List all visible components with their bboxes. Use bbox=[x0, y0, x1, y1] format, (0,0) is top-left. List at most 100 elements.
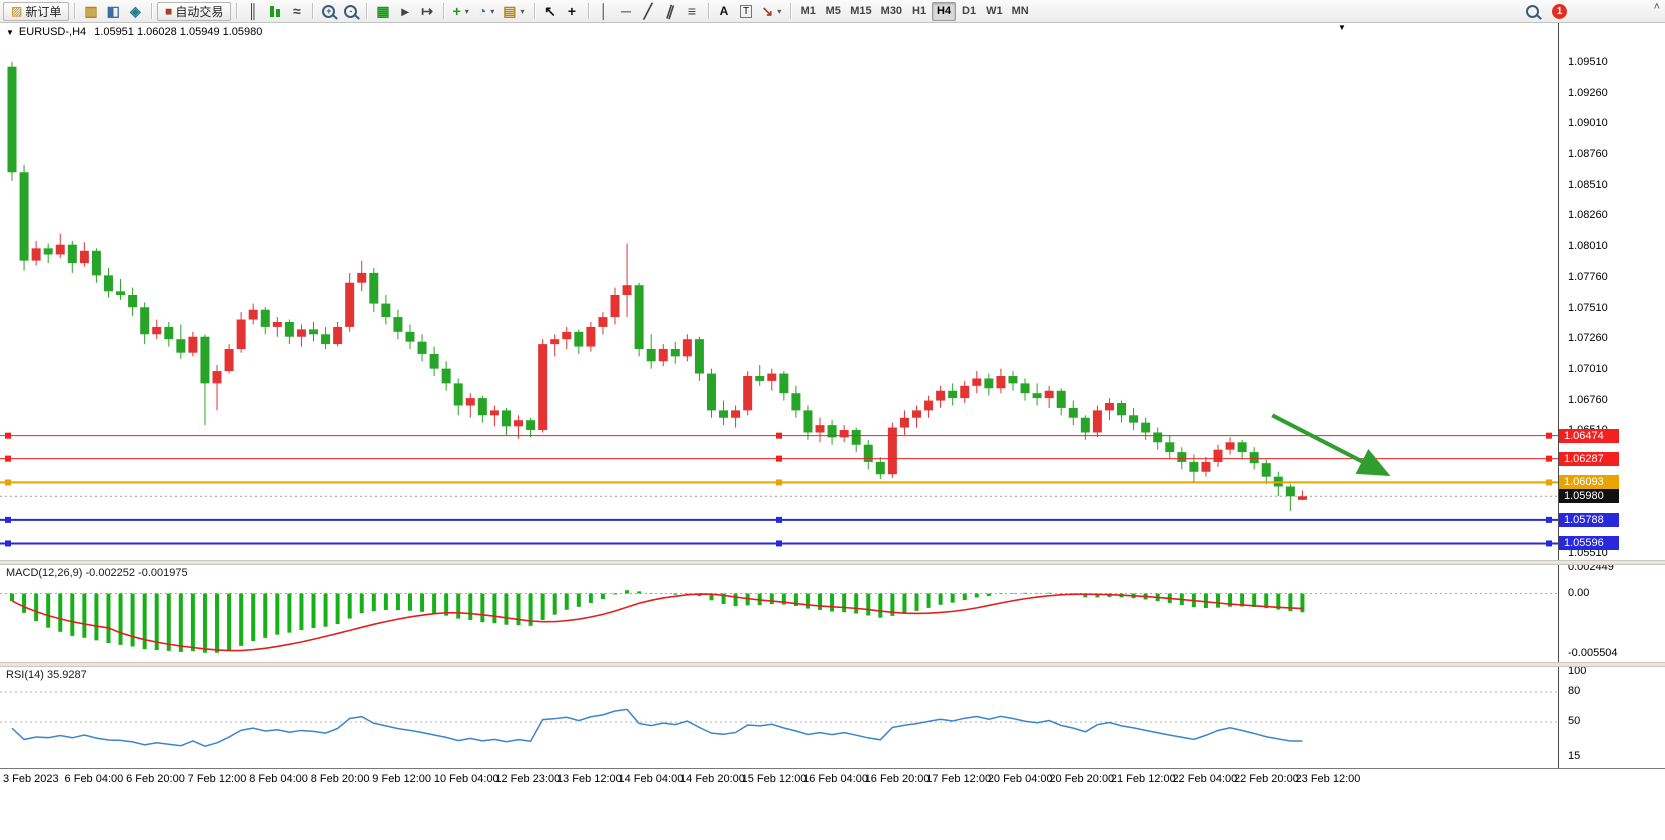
candle-body bbox=[489, 410, 499, 416]
time-axis-label: 22 Feb 20:00 bbox=[1234, 773, 1299, 785]
candle-body bbox=[393, 317, 403, 332]
candle-body bbox=[863, 444, 873, 462]
rsi-panel[interactable]: RSI(14) 35.9287 bbox=[0, 667, 1558, 768]
trendline-button[interactable]: ╱ bbox=[638, 2, 659, 21]
data-window-button[interactable]: ◧ bbox=[103, 2, 124, 21]
line-handle[interactable] bbox=[1546, 455, 1552, 462]
candle-body bbox=[1261, 463, 1271, 477]
line-handle[interactable] bbox=[776, 540, 782, 547]
dropdown-caret-icon: ▾ bbox=[777, 6, 782, 16]
panel-splitter[interactable] bbox=[0, 662, 1665, 667]
label-button[interactable]: T bbox=[736, 2, 757, 21]
chart-scroll-marker[interactable]: ▼ bbox=[1338, 23, 1346, 32]
panel-splitter[interactable] bbox=[0, 560, 1665, 565]
candle-body bbox=[875, 461, 885, 475]
templates-button[interactable]: ▤ ▾ bbox=[499, 2, 528, 21]
time-axis-label: 8 Feb 04:00 bbox=[249, 773, 308, 785]
auto-scroll-icon: ↦ bbox=[421, 3, 433, 19]
timeframe-button-M5[interactable]: M5 bbox=[821, 2, 845, 21]
line-handle[interactable] bbox=[1546, 432, 1552, 439]
axis-label: -0.005504 bbox=[1568, 647, 1618, 659]
chart-window: ▼ EURUSD-,H4 1.05951 1.06028 1.05949 1.059… bbox=[0, 22, 1665, 840]
time-axis-label: 13 Feb 12:00 bbox=[556, 773, 622, 785]
auto-scroll-button[interactable]: ↦ bbox=[417, 2, 438, 21]
timeframe-button-H4[interactable]: H4 bbox=[932, 1, 957, 21]
collapse-toolbar-icon[interactable]: ˄ bbox=[1653, 1, 1660, 13]
candle-body bbox=[1201, 461, 1211, 472]
cursor-button[interactable]: ↖ bbox=[540, 2, 561, 21]
line-handle[interactable] bbox=[5, 432, 11, 439]
rsi-chart[interactable] bbox=[0, 667, 1558, 768]
arrows-button[interactable]: ↘ ▾ bbox=[758, 2, 786, 21]
toolbar-separator bbox=[442, 3, 444, 19]
candle-body bbox=[1056, 390, 1066, 408]
line-handle[interactable] bbox=[776, 479, 782, 486]
periods-button[interactable]: ◔ ▾ bbox=[474, 2, 498, 21]
candle-body bbox=[646, 349, 656, 362]
chart-bars-button[interactable]: ║ bbox=[242, 2, 263, 21]
main-chart-panel[interactable]: ▼ EURUSD-,H4 1.05951 1.06028 1.05949 1.059… bbox=[0, 22, 1558, 560]
line-handle[interactable] bbox=[1546, 540, 1552, 547]
navigator-button[interactable]: ◈ bbox=[125, 2, 146, 21]
indicators-button[interactable]: + ▾ bbox=[449, 2, 473, 21]
candle-body bbox=[1177, 452, 1187, 462]
timeframe-button-M15[interactable]: M15 bbox=[846, 2, 875, 21]
rsi-label: RSI(14) 35.9287 bbox=[6, 669, 87, 681]
timeframe-button-D1[interactable]: D1 bbox=[957, 2, 981, 21]
macd-chart[interactable] bbox=[0, 565, 1558, 662]
zoom-in-button[interactable]: + bbox=[318, 2, 339, 21]
axis-label: 1.06760 bbox=[1568, 393, 1608, 406]
macd-values: -0.002252 -0.001975 bbox=[85, 567, 188, 579]
new-order-button[interactable]: ▨ 新订单 bbox=[3, 1, 70, 21]
line-handle[interactable] bbox=[1546, 516, 1552, 523]
one-click-trading-toggle[interactable]: ▼ bbox=[6, 28, 14, 37]
timeframe-button-W1[interactable]: W1 bbox=[982, 2, 1007, 21]
navigator-icon: ◈ bbox=[129, 3, 141, 19]
chart-shift-button[interactable]: ▸ bbox=[395, 2, 416, 21]
line-handle[interactable] bbox=[776, 432, 782, 439]
timeframe-button-MN[interactable]: MN bbox=[1008, 2, 1033, 21]
zoom-out-button[interactable]: - bbox=[340, 2, 361, 21]
timeframe-button-H1[interactable]: H1 bbox=[907, 2, 931, 21]
tile-windows-icon: ▦ bbox=[376, 3, 390, 19]
axis-label: 1.09010 bbox=[1568, 117, 1608, 130]
fibonacci-button[interactable]: ≡ bbox=[682, 2, 703, 21]
vertical-line-button[interactable]: │ bbox=[594, 2, 615, 21]
candle-body bbox=[321, 334, 331, 345]
candle-body bbox=[682, 339, 692, 357]
line-handle[interactable] bbox=[5, 479, 11, 486]
timeframe-button-M30[interactable]: M30 bbox=[877, 2, 906, 21]
chart-candles-button[interactable] bbox=[264, 2, 285, 21]
horizontal-line-button[interactable]: ─ bbox=[616, 2, 637, 21]
tile-windows-button[interactable]: ▦ bbox=[372, 2, 393, 21]
search-button[interactable] bbox=[1522, 2, 1543, 21]
crosshair-button[interactable]: + bbox=[562, 2, 583, 21]
text-button[interactable]: A bbox=[714, 2, 735, 21]
candle-body bbox=[43, 248, 53, 255]
candlestick-chart[interactable] bbox=[0, 22, 1558, 560]
market-watch-button[interactable]: ▥ bbox=[80, 2, 101, 21]
candle-body bbox=[357, 272, 367, 283]
text-tool-icon: A bbox=[719, 4, 729, 18]
line-handle[interactable] bbox=[776, 516, 782, 523]
channel-button[interactable]: ∥ bbox=[660, 2, 681, 21]
candle-body bbox=[719, 410, 729, 418]
axis-label: 100 bbox=[1568, 665, 1587, 677]
axis-label: 50 bbox=[1568, 715, 1581, 727]
axis-label: 1.08760 bbox=[1568, 148, 1608, 161]
candle-body bbox=[1237, 442, 1247, 453]
notification-badge[interactable]: 1 bbox=[1552, 4, 1567, 19]
chart-line-button[interactable]: ≈ bbox=[286, 2, 307, 21]
timeframe-button-M1[interactable]: M1 bbox=[796, 2, 820, 21]
line-handle[interactable] bbox=[5, 540, 11, 547]
macd-panel[interactable]: MACD(12,26,9) -0.002252 -0.001975 bbox=[0, 565, 1558, 662]
trend-arrow-annotation[interactable] bbox=[1271, 413, 1391, 477]
rsi-line bbox=[11, 708, 1303, 747]
candle-body bbox=[899, 417, 909, 428]
autotrading-button[interactable]: ◼ 自动交易 bbox=[156, 1, 232, 21]
line-handle[interactable] bbox=[5, 516, 11, 523]
line-handle[interactable] bbox=[776, 455, 782, 462]
line-handle[interactable] bbox=[5, 455, 11, 462]
candle-body bbox=[176, 339, 186, 353]
line-handle[interactable] bbox=[1546, 479, 1552, 486]
